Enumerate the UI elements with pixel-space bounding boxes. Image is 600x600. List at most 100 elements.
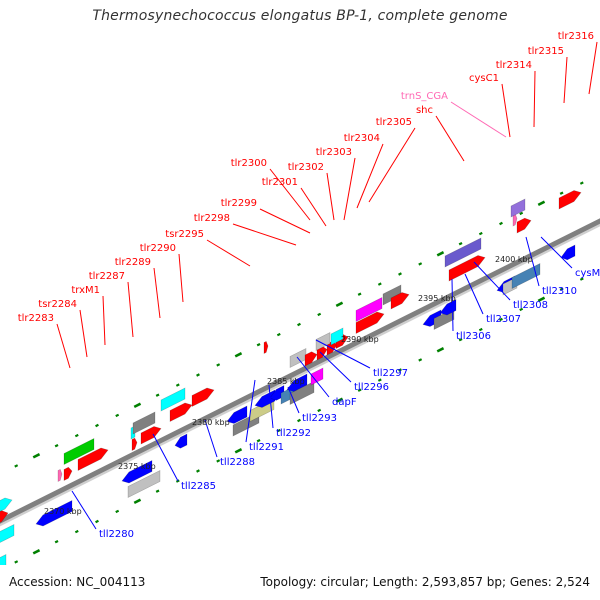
label-tlr2300[interactable]: tlr2300 xyxy=(231,158,267,169)
forward-gene-19[interactable] xyxy=(315,332,331,351)
reverse-gene-12[interactable] xyxy=(286,373,308,392)
label-tll2280[interactable]: tll2280 xyxy=(99,529,134,540)
forward-gene-22[interactable] xyxy=(355,297,383,322)
forward-gene-30[interactable] xyxy=(558,190,582,210)
upper-tick-mark xyxy=(317,312,322,317)
label-tlr2283[interactable]: tlr2283 xyxy=(18,313,54,324)
label-tll2306[interactable]: tll2306 xyxy=(456,331,491,342)
label-tll2285[interactable]: tll2285 xyxy=(181,481,216,492)
label-tlr2316[interactable]: tlr2316 xyxy=(558,31,594,42)
label-tll2291[interactable]: tll2291 xyxy=(249,442,284,453)
label-tlr2301[interactable]: tlr2301 xyxy=(262,177,298,188)
forward-gene-25[interactable] xyxy=(448,255,486,282)
lower-tick-mark xyxy=(519,307,524,312)
forward-gene-8[interactable] xyxy=(140,426,162,445)
lower-tick-mark xyxy=(377,378,382,382)
forward-gene-28[interactable] xyxy=(516,217,532,234)
reverse-gene-14[interactable] xyxy=(310,367,324,386)
reverse-gene-4[interactable] xyxy=(127,470,161,498)
reverse-gene-21[interactable] xyxy=(560,244,576,261)
forward-gene-5[interactable] xyxy=(63,438,95,465)
forward-gene-3[interactable] xyxy=(63,466,73,481)
reverse-gene-0[interactable] xyxy=(0,524,15,545)
reverse-gene-6[interactable] xyxy=(226,405,248,424)
label-tlr2299[interactable]: tlr2299 xyxy=(221,198,257,209)
label-shc[interactable]: shc xyxy=(416,105,433,116)
label-tlr2289[interactable]: tlr2289 xyxy=(115,257,151,268)
forward-gene-0[interactable] xyxy=(0,497,13,514)
label-tlr2298[interactable]: tlr2298 xyxy=(194,213,230,224)
upper-tick-mark xyxy=(436,251,445,257)
label-tlr2314[interactable]: tlr2314 xyxy=(496,60,532,71)
label-trns-cga-leader xyxy=(450,101,507,138)
upper-tick-mark xyxy=(155,393,160,397)
label-tll2288[interactable]: tll2288 xyxy=(220,457,255,468)
label-tlr2305[interactable]: tlr2305 xyxy=(376,117,412,128)
forward-gene-24[interactable] xyxy=(390,292,410,310)
upper-tick-mark xyxy=(175,383,180,387)
lower-tick-mark xyxy=(32,549,41,555)
genome-summary-text: Topology: circular; Length: 2,593,857 bp… xyxy=(260,575,590,589)
upper-tick-mark xyxy=(54,443,59,448)
upper-tick-mark xyxy=(74,433,79,438)
label-tlr2303[interactable]: tlr2303 xyxy=(316,147,352,158)
label-tsr2284-leader xyxy=(79,309,88,358)
label-tlr2290[interactable]: tlr2290 xyxy=(140,243,176,254)
forward-gene-9[interactable] xyxy=(132,411,156,435)
label-cysc1[interactable]: cysC1 xyxy=(469,73,499,84)
lower-tick-mark xyxy=(234,448,243,454)
forward-gene-26[interactable] xyxy=(444,237,482,268)
label-tlr2315[interactable]: tlr2315 xyxy=(528,46,564,57)
forward-gene-11[interactable] xyxy=(160,387,186,412)
upper-tick-mark xyxy=(519,211,524,216)
label-tlr2302[interactable]: tlr2302 xyxy=(288,162,324,173)
label-tlr2316-leader xyxy=(588,41,598,95)
reverse-gene-5[interactable] xyxy=(174,433,188,449)
label-tlr2304-leader xyxy=(356,143,384,209)
forward-gene-2[interactable] xyxy=(57,468,63,482)
lower-tick-mark xyxy=(478,327,483,332)
reverse-gene-2[interactable] xyxy=(35,500,73,527)
upper-tick-mark xyxy=(216,363,221,367)
forward-gene-20[interactable] xyxy=(330,327,344,346)
reverse-gene-13[interactable] xyxy=(289,381,315,405)
label-tlr2315-leader xyxy=(563,56,568,104)
label-tll2297[interactable]: tll2297 xyxy=(373,368,408,379)
label-tll2310[interactable]: tll2310 xyxy=(542,286,577,297)
scale-label-2395-kbp: 2395 kbp xyxy=(418,294,456,303)
label-cysm-leader xyxy=(540,236,573,269)
label-tll2293[interactable]: tll2293 xyxy=(302,413,337,424)
label-shc-leader xyxy=(435,115,465,162)
label-tll2307[interactable]: tll2307 xyxy=(486,314,521,325)
forward-gene-15[interactable] xyxy=(304,351,318,367)
reverse-gene-1[interactable] xyxy=(0,554,7,566)
reverse-gene-20[interactable] xyxy=(511,263,541,289)
forward-gene-21[interactable] xyxy=(355,311,385,334)
reverse-gene-10[interactable] xyxy=(269,385,285,401)
label-tll2292[interactable]: tll2292 xyxy=(276,428,311,439)
label-trxm1[interactable]: trxM1 xyxy=(71,285,100,296)
label-tll2296[interactable]: tll2296 xyxy=(354,382,389,393)
upper-tick-mark xyxy=(335,301,344,308)
forward-gene-7[interactable] xyxy=(131,437,138,451)
label-trns-cga[interactable]: trnS_CGA xyxy=(401,91,448,102)
forward-gene-29[interactable] xyxy=(510,198,526,218)
label-tlr2287[interactable]: tlr2287 xyxy=(89,271,125,282)
lower-tick-mark xyxy=(115,509,120,514)
forward-gene-4[interactable] xyxy=(77,447,109,471)
label-dapf-leader xyxy=(296,356,330,398)
label-tsr2295[interactable]: tsr2295 xyxy=(165,229,204,240)
upper-tick-mark xyxy=(14,464,19,468)
forward-gene-12[interactable] xyxy=(191,387,215,407)
label-dapf[interactable]: dapF xyxy=(332,397,357,408)
label-tsr2284[interactable]: tsr2284 xyxy=(38,299,77,310)
label-tll2306-leader xyxy=(451,278,454,332)
forward-gene-1[interactable] xyxy=(0,510,9,526)
reverse-gene-3[interactable] xyxy=(121,460,153,484)
forward-gene-13[interactable] xyxy=(263,340,269,354)
label-cysm[interactable]: cysM xyxy=(575,268,600,279)
upper-tick-mark xyxy=(499,221,503,226)
forward-gene-10[interactable] xyxy=(169,402,193,422)
label-tll2308[interactable]: tll2308 xyxy=(513,300,548,311)
label-tlr2304[interactable]: tlr2304 xyxy=(344,133,380,144)
